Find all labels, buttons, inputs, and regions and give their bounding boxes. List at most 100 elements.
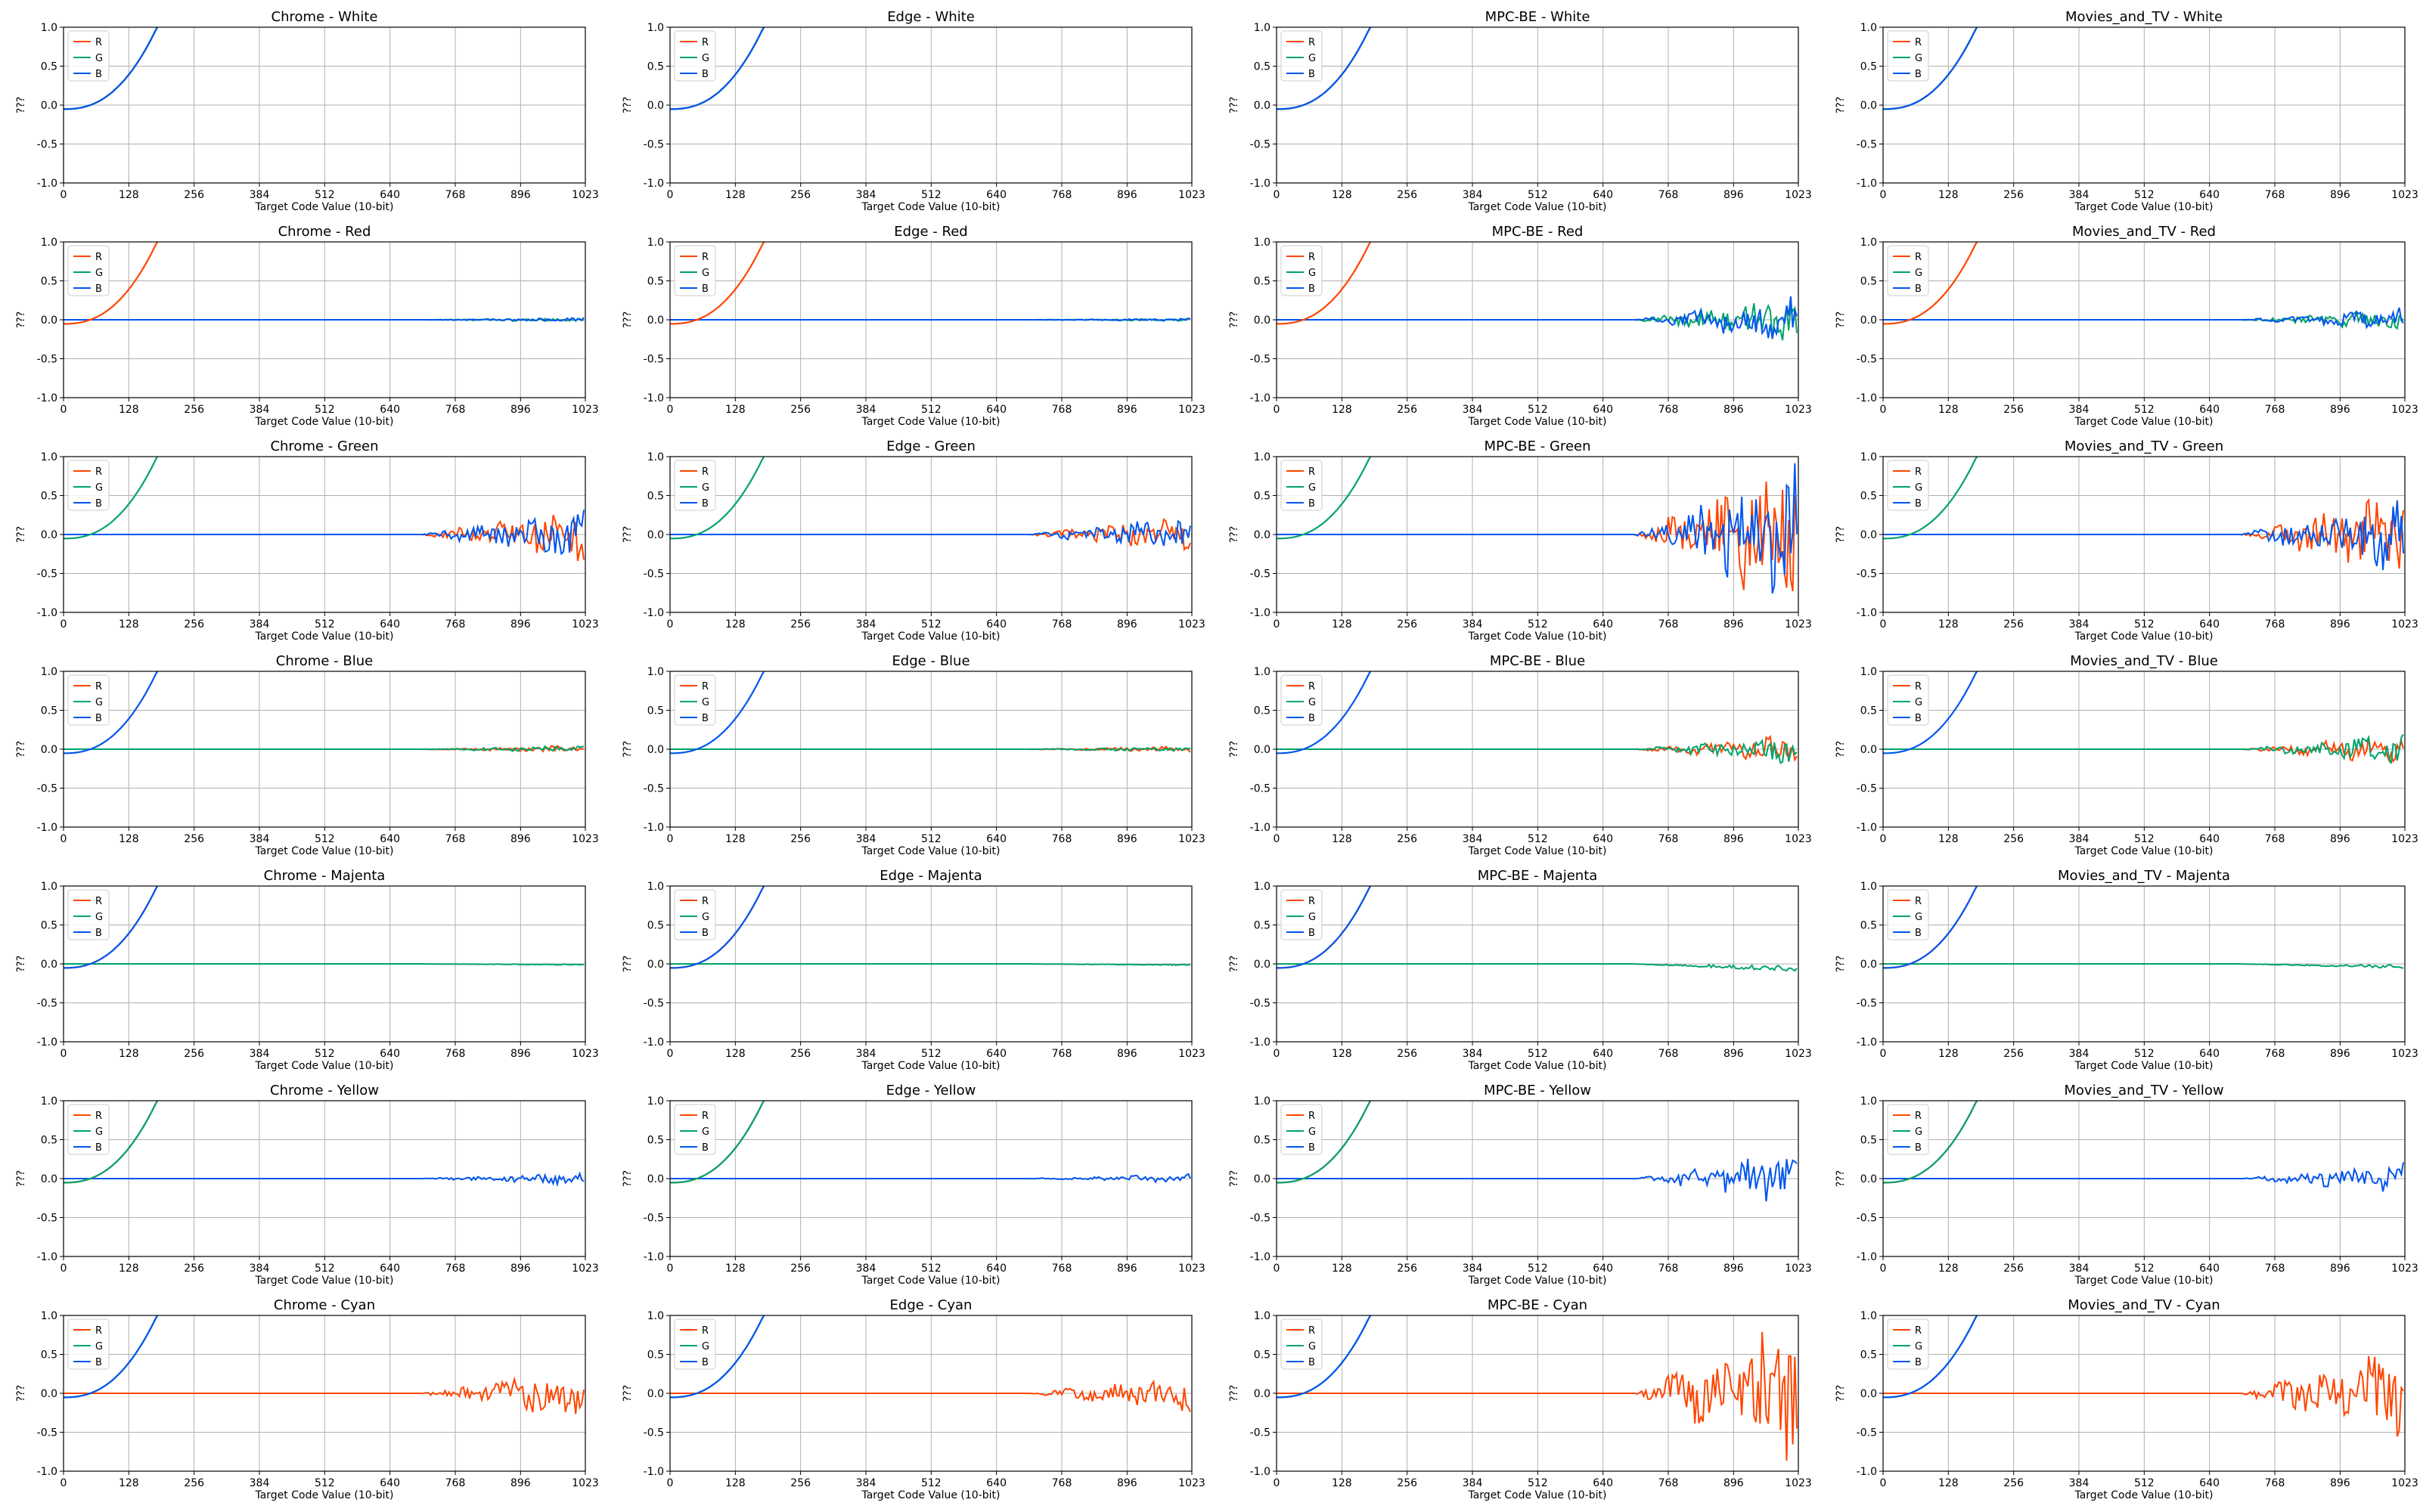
x-tick-label: 384	[1463, 404, 1483, 416]
subplot-mpc-be-majenta: MPC-BE - Majenta 0 128 256 384 512 640 768 896 10…	[1228, 868, 1812, 1072]
subplot-movies_and_tv-majenta: Movies_and_TV - Majenta 0 128 256 384 512 640 7…	[1835, 868, 2418, 1072]
legend-label-b: B	[702, 284, 709, 295]
legend: RGB	[674, 245, 716, 296]
x-tick-label: 896	[1723, 1477, 1744, 1489]
y-tick-label: 1.0	[1860, 451, 1877, 463]
legend-label-g: G	[95, 53, 103, 64]
x-tick-label: 896	[2330, 189, 2350, 201]
x-tick-label: 640	[2199, 189, 2220, 201]
legend-label-b: B	[1915, 1357, 1922, 1368]
axes-frame	[669, 1315, 1193, 1472]
x-tick-label: 896	[510, 1048, 531, 1060]
x-tick-label: 0	[667, 618, 674, 631]
y-axis-label: ???	[1228, 1170, 1240, 1187]
y-tick-label: 1.0	[1254, 881, 1270, 893]
legend-label-r: R	[95, 1111, 102, 1122]
y-tick-label: -1.0	[644, 1036, 664, 1049]
x-tick-label: 768	[1052, 404, 1072, 416]
legend-box	[674, 674, 716, 726]
series-line-g	[64, 1101, 159, 1184]
legend-label-g: G	[95, 912, 103, 923]
series-line-g	[1277, 1101, 1372, 1184]
y-axis-label: ???	[15, 1170, 27, 1187]
legend-label-b: B	[95, 713, 102, 724]
x-tick-label: 128	[725, 1263, 746, 1275]
legend: RGB	[67, 460, 110, 511]
x-tick-label: 768	[2265, 1263, 2285, 1275]
x-tick-label: 768	[1658, 189, 1679, 201]
x-tick-label: 384	[2069, 1263, 2090, 1275]
axes-frame	[63, 1315, 586, 1472]
x-tick-label: 640	[1593, 1263, 1613, 1275]
x-tick-label: 0	[1880, 1263, 1887, 1275]
x-tick-label: 1023	[1178, 404, 1205, 416]
y-tick-label: 0.5	[1254, 491, 1270, 503]
legend-box	[67, 30, 110, 82]
x-tick-label: 768	[445, 404, 466, 416]
legend: RGB	[1887, 460, 1929, 511]
x-tick-label: 768	[2265, 833, 2285, 845]
x-tick-label: 768	[2265, 1477, 2285, 1489]
series-line-b	[1277, 463, 1798, 594]
x-tick-label: 256	[184, 1048, 204, 1060]
x-tick-label: 256	[2003, 1263, 2024, 1275]
y-axis-label: ???	[15, 1385, 27, 1402]
x-tick-label: 128	[1938, 618, 1959, 631]
series-line-b	[1883, 27, 1978, 110]
subplot-chrome-cyan: Chrome - Cyan 0 128 256 384 512 640 768 896 1023 -…	[15, 1297, 599, 1501]
x-tick-label: 640	[1593, 1048, 1613, 1060]
x-tick-label: 0	[667, 189, 674, 201]
x-tick-label: 0	[667, 1048, 674, 1060]
y-tick-label: 1.0	[1254, 22, 1270, 34]
legend-label-g: G	[702, 53, 709, 64]
series-line-b	[670, 27, 765, 110]
y-tick-label: -0.5	[644, 354, 664, 366]
y-tick-label: -0.5	[1250, 1427, 1270, 1439]
legend-label-r: R	[95, 37, 102, 48]
legend-label-g: G	[95, 697, 103, 708]
x-tick-label: 0	[667, 1263, 674, 1275]
series-line-r	[1883, 242, 1978, 325]
x-tick-label: 128	[1938, 833, 1959, 845]
x-tick-label: 896	[2330, 618, 2350, 631]
legend-label-b: B	[95, 928, 102, 939]
axes-frame	[1882, 241, 2406, 398]
y-tick-label: 0.0	[647, 1388, 664, 1400]
legend: RGB	[674, 460, 716, 511]
legend-label-r: R	[95, 681, 102, 692]
legend-label-g: G	[1308, 912, 1316, 923]
y-tick-label: 0.0	[41, 744, 57, 756]
legend-label-b: B	[1308, 1142, 1315, 1154]
x-tick-label: 640	[380, 1263, 400, 1275]
legend-label-b: B	[95, 284, 102, 295]
legend-label-g: G	[1915, 482, 1922, 494]
x-tick-label: 0	[1880, 404, 1887, 416]
legend-label-b: B	[95, 498, 102, 510]
x-tick-label: 896	[1723, 1263, 1744, 1275]
y-tick-label: 0.5	[1860, 61, 1877, 73]
legend: RGB	[1887, 1104, 1929, 1155]
legend: RGB	[67, 889, 110, 940]
x-tick-label: 896	[1723, 404, 1744, 416]
y-tick-label: 0.0	[1254, 529, 1270, 541]
x-tick-label: 0	[60, 833, 67, 845]
x-tick-label: 256	[184, 833, 204, 845]
x-tick-label: 768	[1052, 1048, 1072, 1060]
legend-label-b: B	[1915, 69, 1922, 80]
legend-label-g: G	[702, 482, 709, 494]
x-tick-label: 640	[986, 404, 1007, 416]
legend-label-b: B	[1915, 284, 1922, 295]
series-line-g	[1277, 963, 1798, 972]
legend: RGB	[67, 30, 110, 82]
x-tick-label: 768	[1658, 618, 1679, 631]
x-tick-label: 0	[1274, 189, 1280, 201]
y-axis-label: ???	[1228, 97, 1240, 113]
x-tick-label: 384	[856, 404, 876, 416]
x-tick-label: 640	[2199, 404, 2220, 416]
x-axis-label: Target Code Value (10-bit)	[1467, 201, 1606, 213]
x-tick-label: 128	[1938, 1477, 1959, 1489]
legend-box	[1280, 674, 1323, 726]
x-tick-label: 1023	[2391, 1477, 2418, 1489]
subplot-edge-blue: Edge - Blue 0 128 256 384 512 640 768 896 1023 -1.…	[622, 653, 1205, 857]
x-axis-label: Target Code Value (10-bit)	[2074, 1060, 2213, 1072]
